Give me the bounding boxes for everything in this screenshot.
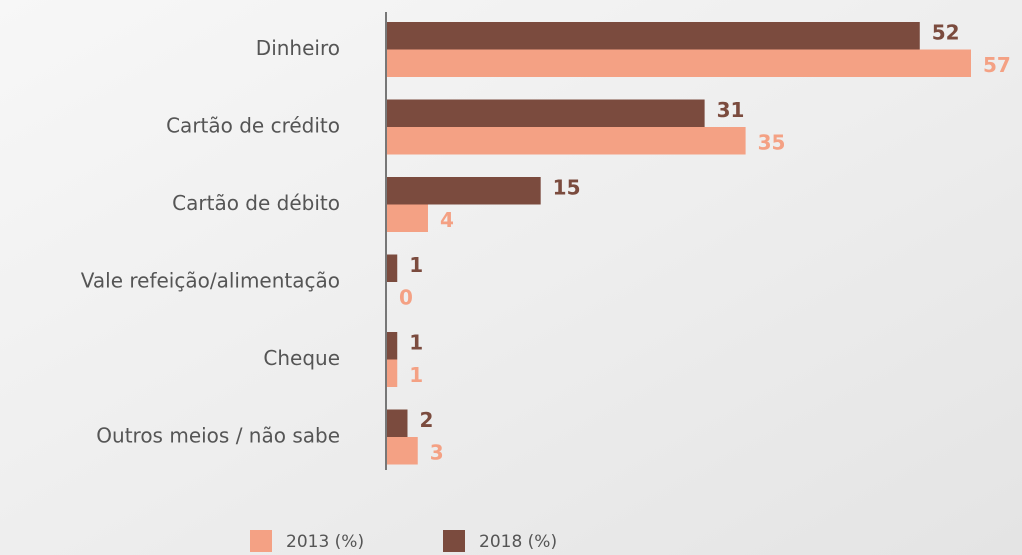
value-label: 52 [932, 20, 960, 44]
bar [387, 22, 920, 50]
value-label: 57 [983, 53, 1011, 77]
bar [387, 99, 705, 127]
value-label: 1 [409, 330, 423, 354]
legend-swatch [443, 530, 465, 552]
bar [387, 359, 398, 387]
value-label: 3 [430, 440, 444, 464]
category-label: Dinheiro [256, 36, 340, 60]
bar [387, 204, 428, 232]
value-label: 4 [440, 208, 454, 232]
bar [387, 177, 541, 205]
legend-swatch [250, 530, 272, 552]
legend-label: 2018 (%) [479, 532, 557, 552]
bar [387, 409, 408, 437]
value-label: 15 [553, 175, 581, 199]
value-label: 2 [419, 408, 433, 432]
value-label: 31 [717, 98, 745, 122]
category-label: Vale refeição/alimentação [81, 269, 340, 293]
category-label: Cartão de débito [172, 191, 340, 215]
value-label: 1 [409, 253, 423, 277]
bar [387, 437, 418, 465]
value-label: 1 [409, 363, 423, 387]
category-label: Cartão de crédito [166, 114, 340, 138]
bar [387, 254, 398, 282]
value-label: 35 [758, 130, 786, 154]
legend-label: 2013 (%) [286, 532, 364, 552]
value-label: 0 [399, 285, 413, 309]
bar [387, 49, 971, 77]
bar [387, 127, 746, 155]
category-label: Cheque [263, 346, 340, 370]
category-label: Outros meios / não sabe [96, 424, 340, 448]
bar [387, 332, 398, 360]
